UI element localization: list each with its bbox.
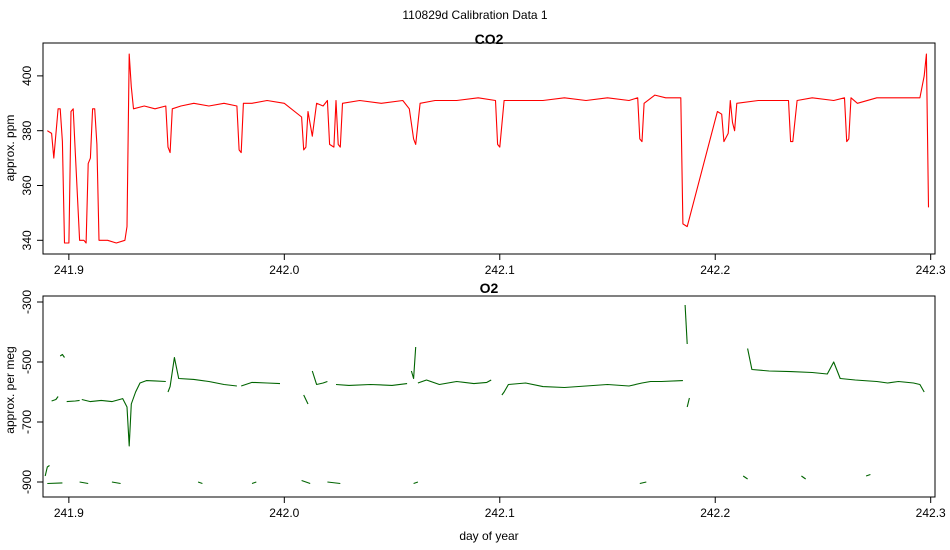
o2-series-line [335, 383, 408, 386]
o2-y-tick-label: -900 [20, 470, 34, 494]
o2-x-axis-label: day of year [459, 529, 518, 543]
o2-x-tick-label: 242.0 [269, 506, 299, 520]
o2-series-line [66, 399, 80, 403]
o2-series-line [303, 394, 309, 405]
o2-y-tick-label: -700 [20, 410, 34, 434]
co2-y-tick-label: 380 [20, 120, 34, 140]
o2-x-tick-label: 241.9 [54, 506, 84, 520]
o2-x-tick-label: 242.2 [700, 506, 730, 520]
o2-series-line [801, 475, 807, 480]
o2-x-axis: 241.9 242.0 242.1 242.2 242.3 [54, 497, 946, 520]
o2-series-line [639, 481, 647, 485]
o2-series-line [327, 481, 341, 485]
co2-x-tick-label: 242.0 [269, 263, 299, 277]
o2-series-line [410, 346, 417, 380]
o2-series-line [241, 381, 281, 387]
o2-series-line [44, 465, 50, 477]
o2-series-line [684, 304, 688, 345]
co2-series [47, 53, 930, 244]
co2-y-tick-label: 360 [20, 175, 34, 195]
o2-y-tick-label: -500 [20, 350, 34, 374]
o2-series-line [59, 353, 65, 358]
o2-series-line [251, 481, 257, 485]
co2-series-line [47, 53, 930, 244]
o2-series-line [301, 479, 311, 485]
co2-x-tick-label: 242.1 [485, 263, 515, 277]
co2-x-tick-label: 242.2 [700, 263, 730, 277]
co2-y-tick-label: 340 [20, 230, 34, 250]
o2-series [44, 304, 925, 485]
o2-series-line [747, 348, 925, 393]
o2-series-line [501, 380, 683, 396]
o2-series-line [47, 482, 63, 485]
co2-y-axis: 340 360 380 400 [20, 66, 43, 250]
o2-series-line [111, 481, 121, 485]
figure-title: 110829d Calibration Data 1 [402, 8, 548, 22]
o2-series-line [686, 397, 690, 408]
co2-x-axis: 241.9 242.0 242.1 242.2 242.3 [54, 254, 946, 277]
o2-series-line [417, 379, 492, 386]
o2-plot-frame [42, 295, 936, 498]
o2-series-line [742, 475, 748, 480]
co2-x-tick-label: 242.3 [916, 263, 946, 277]
o2-x-tick-label: 242.1 [485, 506, 515, 520]
o2-series-line [167, 356, 237, 393]
o2-x-tick-label: 242.3 [916, 506, 946, 520]
co2-panel: CO2 approx. ppm 241.9 242.0 242.1 242.2 242.… [3, 31, 946, 277]
o2-panel-title: O2 [480, 280, 499, 296]
o2-series-line [81, 380, 166, 447]
co2-plot-frame [42, 42, 936, 255]
co2-y-axis-label: approx. ppm [3, 115, 17, 182]
o2-series-line [413, 481, 419, 485]
co2-y-tick-label: 400 [20, 66, 34, 86]
o2-y-axis-label: approx. per meg [3, 346, 17, 433]
o2-y-tick-label: -300 [20, 290, 34, 314]
o2-series-line [197, 481, 203, 485]
o2-series-line [311, 370, 328, 386]
o2-y-axis: -300 -500 -700 -900 [20, 290, 43, 494]
o2-series-line [51, 396, 59, 402]
o2-series-line [79, 481, 89, 485]
o2-panel: O2 approx. per meg day of year 241.9 242.… [3, 280, 946, 543]
o2-series-line [865, 473, 871, 477]
co2-x-tick-label: 241.9 [54, 263, 84, 277]
co2-panel-title: CO2 [475, 31, 504, 47]
